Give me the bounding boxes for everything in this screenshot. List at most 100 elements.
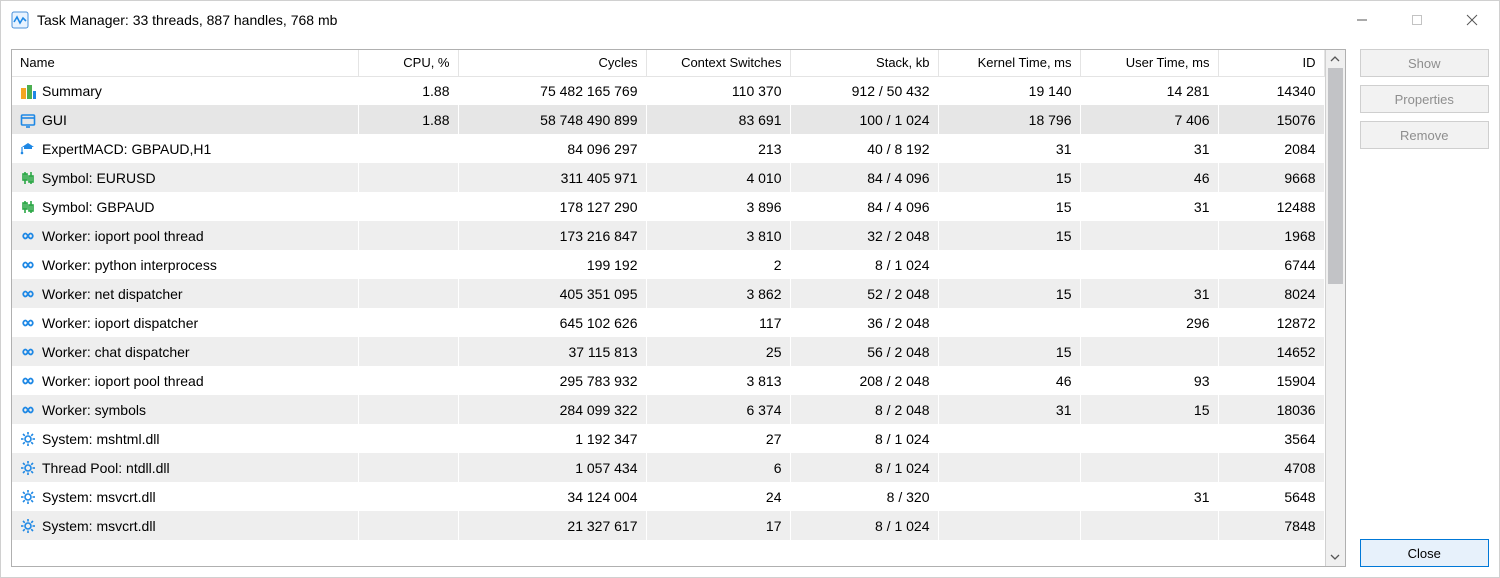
cell-name: Worker: ioport pool thread [12,366,358,395]
properties-button[interactable]: Properties [1360,85,1490,113]
column-header-stack[interactable]: Stack, kb [790,50,938,76]
cell-stack: 208 / 2 048 [790,366,938,395]
cell-csw: 6 [646,453,790,482]
cell-id: 1968 [1218,221,1324,250]
cell-id: 4708 [1218,453,1324,482]
cell-cpu [358,163,458,192]
cell-csw: 117 [646,308,790,337]
vertical-scrollbar[interactable] [1325,50,1345,566]
table-row[interactable]: Worker: python interprocess199 19228 / 1… [12,250,1324,279]
table-row[interactable]: Worker: ioport pool thread295 783 9323 8… [12,366,1324,395]
cell-stack: 8 / 1 024 [790,511,938,540]
row-label: GUI [42,112,67,128]
table-row[interactable]: Symbol: GBPAUD178 127 2903 89684 / 4 096… [12,192,1324,221]
scroll-down-button[interactable] [1326,548,1345,566]
cell-kernel: 31 [938,395,1080,424]
remove-button[interactable]: Remove [1360,121,1490,149]
cell-name: Symbol: GBPAUD [12,192,358,221]
table-row[interactable]: Worker: ioport pool thread173 216 8473 8… [12,221,1324,250]
cell-cpu [358,221,458,250]
symbol-icon [20,170,36,186]
table-row[interactable]: System: mshtml.dll1 192 347278 / 1 02435… [12,424,1324,453]
cell-kernel [938,250,1080,279]
scroll-up-button[interactable] [1326,50,1345,68]
column-header-cpu[interactable]: CPU, % [358,50,458,76]
table-row[interactable]: Worker: symbols284 099 3226 3748 / 2 048… [12,395,1324,424]
cell-kernel: 15 [938,192,1080,221]
table-row[interactable]: Thread Pool: ntdll.dll1 057 43468 / 1 02… [12,453,1324,482]
scroll-track[interactable] [1326,68,1345,548]
cell-cpu [358,482,458,511]
cell-cycles: 284 099 322 [458,395,646,424]
cell-cycles: 37 115 813 [458,337,646,366]
cell-user: 7 406 [1080,105,1218,134]
cell-name: System: msvcrt.dll [12,511,358,540]
cell-cpu [358,250,458,279]
scroll-thumb[interactable] [1328,68,1343,284]
cell-name: Summary [12,76,358,105]
table-row[interactable]: Summary1.8875 482 165 769110 370912 / 50… [12,76,1324,105]
cell-cpu [358,337,458,366]
maximize-button[interactable] [1389,1,1444,39]
column-header-name[interactable]: Name [12,50,358,76]
table-row[interactable]: System: msvcrt.dll21 327 617178 / 1 0247… [12,511,1324,540]
cell-cycles: 295 783 932 [458,366,646,395]
system-icon [20,431,36,447]
table-row[interactable]: Worker: ioport dispatcher645 102 6261173… [12,308,1324,337]
column-header-user[interactable]: User Time, ms [1080,50,1218,76]
cell-name: ExpertMACD: GBPAUD,H1 [12,134,358,163]
side-buttons: Show Properties Remove Close [1360,49,1490,567]
close-window-button[interactable] [1444,1,1499,39]
table-row[interactable]: ExpertMACD: GBPAUD,H184 096 29721340 / 8… [12,134,1324,163]
cell-kernel: 15 [938,221,1080,250]
cell-stack: 8 / 1 024 [790,453,938,482]
cell-cpu [358,424,458,453]
minimize-button[interactable] [1334,1,1389,39]
titlebar: Task Manager: 33 threads, 887 handles, 7… [1,1,1499,39]
cell-user: 46 [1080,163,1218,192]
cell-name: Worker: ioport pool thread [12,221,358,250]
cell-user: 15 [1080,395,1218,424]
column-header-csw[interactable]: Context Switches [646,50,790,76]
table-row[interactable]: Worker: net dispatcher405 351 0953 86252… [12,279,1324,308]
summary-icon [20,83,36,99]
row-label: Worker: chat dispatcher [42,344,190,360]
cell-csw: 83 691 [646,105,790,134]
cell-id: 5648 [1218,482,1324,511]
cell-stack: 84 / 4 096 [790,192,938,221]
table-row[interactable]: GUI1.8858 748 490 89983 691100 / 1 02418… [12,105,1324,134]
cell-kernel [938,453,1080,482]
cell-csw: 213 [646,134,790,163]
cell-kernel: 31 [938,134,1080,163]
close-button[interactable]: Close [1360,539,1490,567]
cell-id: 2084 [1218,134,1324,163]
table-row[interactable]: Symbol: EURUSD311 405 9714 01084 / 4 096… [12,163,1324,192]
content-area: NameCPU, %CyclesContext SwitchesStack, k… [1,39,1499,577]
cell-cpu: 1.88 [358,76,458,105]
show-button[interactable]: Show [1360,49,1490,77]
table-row[interactable]: Worker: chat dispatcher37 115 8132556 / … [12,337,1324,366]
column-header-cycles[interactable]: Cycles [458,50,646,76]
cell-kernel [938,424,1080,453]
cell-user: 296 [1080,308,1218,337]
cell-cpu [358,308,458,337]
cell-stack: 100 / 1 024 [790,105,938,134]
cell-user: 93 [1080,366,1218,395]
app-icon [11,11,29,29]
table-row[interactable]: System: msvcrt.dll34 124 004248 / 320315… [12,482,1324,511]
cell-id: 12872 [1218,308,1324,337]
row-label: Worker: ioport pool thread [42,228,204,244]
worker-icon [20,402,36,418]
system-icon [20,518,36,534]
cell-csw: 2 [646,250,790,279]
cell-stack: 36 / 2 048 [790,308,938,337]
cell-id: 8024 [1218,279,1324,308]
row-label: ExpertMACD: GBPAUD,H1 [42,141,211,157]
column-header-id[interactable]: ID [1218,50,1324,76]
cell-csw: 6 374 [646,395,790,424]
system-icon [20,460,36,476]
cell-csw: 110 370 [646,76,790,105]
column-header-kernel[interactable]: Kernel Time, ms [938,50,1080,76]
cell-user: 31 [1080,279,1218,308]
cell-kernel [938,482,1080,511]
